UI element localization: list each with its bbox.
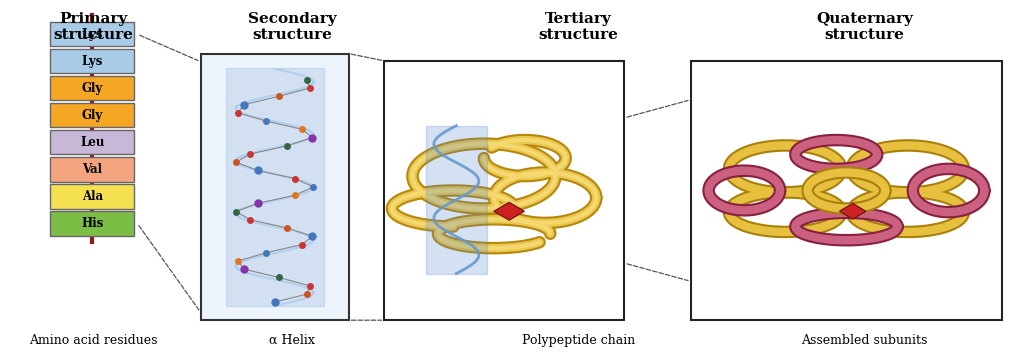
Text: Secondary
structure: Secondary structure: [248, 12, 337, 42]
Text: Quaternary
structure: Quaternary structure: [816, 12, 912, 42]
Text: Lys: Lys: [82, 28, 103, 41]
Polygon shape: [840, 203, 866, 219]
FancyBboxPatch shape: [50, 49, 134, 73]
Text: Amino acid residues: Amino acid residues: [29, 334, 158, 347]
Bar: [691, 61, 1002, 320]
FancyBboxPatch shape: [50, 22, 134, 46]
Text: Polypeptide chain: Polypeptide chain: [522, 334, 635, 347]
FancyBboxPatch shape: [50, 157, 134, 182]
Text: Gly: Gly: [82, 82, 102, 95]
Text: Tertiary
structure: Tertiary structure: [539, 12, 618, 42]
Text: His: His: [81, 217, 103, 230]
Text: Primary
structure: Primary structure: [53, 12, 133, 42]
Text: Assembled subunits: Assembled subunits: [801, 334, 928, 347]
Text: Gly: Gly: [82, 109, 102, 122]
FancyBboxPatch shape: [50, 130, 134, 155]
Bar: [384, 61, 625, 320]
Text: Val: Val: [82, 163, 102, 176]
FancyBboxPatch shape: [50, 103, 134, 127]
FancyBboxPatch shape: [50, 184, 134, 208]
Text: Leu: Leu: [80, 136, 104, 149]
Text: α Helix: α Helix: [269, 334, 315, 347]
Text: Lys: Lys: [82, 55, 103, 68]
FancyBboxPatch shape: [50, 211, 134, 236]
Text: Ala: Ala: [82, 190, 102, 203]
FancyBboxPatch shape: [50, 76, 134, 101]
Polygon shape: [494, 202, 524, 220]
Bar: [201, 54, 348, 320]
